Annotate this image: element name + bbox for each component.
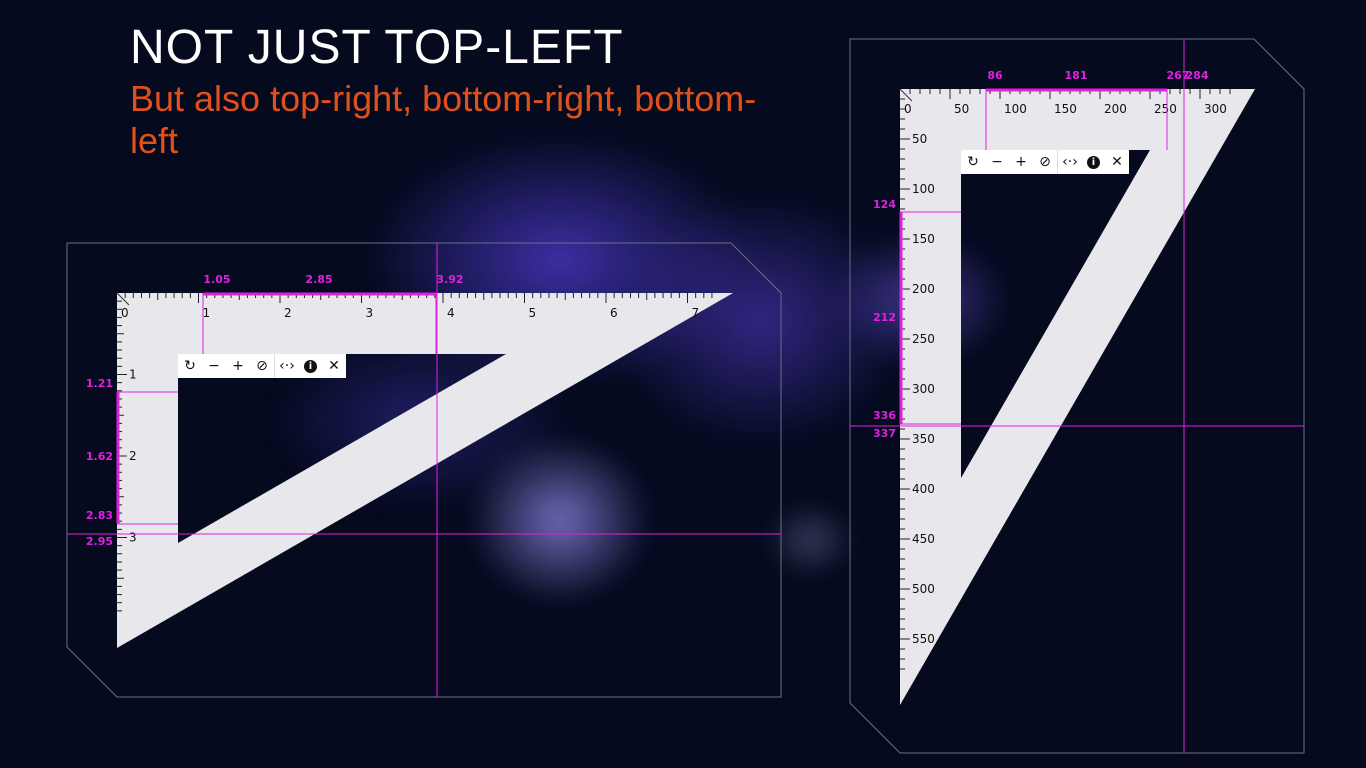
flip-icon[interactable]: ‹·›	[1062, 154, 1078, 170]
side-measure-label: 2.83	[86, 509, 113, 522]
tick-label: 50	[912, 132, 927, 146]
top-measure-label: 86	[987, 69, 1003, 82]
toolbar-divider	[1057, 150, 1058, 174]
tick-label: 250	[1154, 102, 1177, 116]
top-measure-label: 181	[1065, 69, 1088, 82]
side-measure-label: 1.21	[86, 377, 113, 390]
page-title: NOT JUST TOP-LEFT	[130, 21, 624, 74]
info-icon[interactable]: i	[1087, 155, 1100, 169]
rotate-icon[interactable]: ↻	[184, 358, 196, 374]
zoom-out-icon[interactable]: −	[208, 358, 220, 374]
close-icon[interactable]: ✕	[328, 358, 340, 374]
zoom-in-icon[interactable]: +	[232, 358, 244, 374]
top-measure-label: 267	[1167, 69, 1190, 82]
left-ruler-triangle	[117, 293, 733, 648]
tick-label: 6	[610, 306, 618, 320]
tick-label: 3	[366, 306, 374, 320]
page-subtitle: But also top-right, bottom-right, bottom…	[130, 78, 757, 161]
left-ruler-toolbar: ↻ − + ⊘ ‹·› i ✕	[178, 354, 346, 378]
tick-label: 200	[912, 282, 935, 296]
corner-mark	[899, 88, 913, 102]
tick-label: 100	[1004, 102, 1027, 116]
tick-label: 1	[129, 368, 137, 382]
tick-label: 1	[203, 306, 211, 320]
top-measure-label: 3.92	[436, 273, 463, 286]
right-ruler-toolbar: ↻ − + ⊘ ‹·› i ✕	[961, 150, 1129, 174]
tick-label: 50	[954, 102, 969, 116]
tick-label: 7	[692, 306, 700, 320]
tick-label: 5	[529, 306, 537, 320]
top-measure-label: 2.85	[305, 273, 332, 286]
info-icon[interactable]: i	[304, 359, 317, 373]
side-measure-label: 124	[873, 198, 896, 211]
tick-label: 2	[129, 449, 137, 463]
tick-label: 0	[121, 306, 129, 320]
right-ruler-frame	[849, 38, 1305, 754]
tick-label: 500	[912, 582, 935, 596]
tick-label: 350	[912, 432, 935, 446]
tick-label: 200	[1104, 102, 1127, 116]
reset-icon[interactable]: ⊘	[256, 358, 268, 374]
zoom-out-icon[interactable]: −	[991, 154, 1003, 170]
tick-label: 250	[912, 332, 935, 346]
rotate-icon[interactable]: ↻	[967, 154, 979, 170]
tick-label: 150	[1054, 102, 1077, 116]
tick-label: 400	[912, 482, 935, 496]
side-measure-label: 336	[873, 409, 896, 422]
toolbar-divider	[274, 354, 275, 378]
reset-icon[interactable]: ⊘	[1039, 154, 1051, 170]
right-ruler-triangle	[900, 89, 1255, 705]
side-measure-label: 1.62	[86, 450, 113, 463]
top-measure-label: 1.05	[203, 273, 230, 286]
side-measure-label: 2.95	[86, 535, 113, 548]
close-icon[interactable]: ✕	[1111, 154, 1123, 170]
tick-label: 450	[912, 532, 935, 546]
tick-label: 4	[447, 306, 455, 320]
zoom-in-icon[interactable]: +	[1015, 154, 1027, 170]
corner-mark	[116, 292, 130, 306]
tick-label: 300	[1204, 102, 1227, 116]
tick-label: 150	[912, 232, 935, 246]
left-ruler-frame	[66, 242, 782, 698]
tick-label: 3	[129, 531, 137, 545]
tick-label: 0	[904, 102, 912, 116]
tick-label: 100	[912, 182, 935, 196]
tick-label: 2	[284, 306, 292, 320]
flip-icon[interactable]: ‹·›	[279, 358, 295, 374]
side-measure-label: 212	[873, 311, 896, 324]
side-measure-label: 337	[873, 427, 896, 440]
tick-label: 300	[912, 382, 935, 396]
top-measure-label: 284	[1186, 69, 1209, 82]
tick-label: 550	[912, 632, 935, 646]
